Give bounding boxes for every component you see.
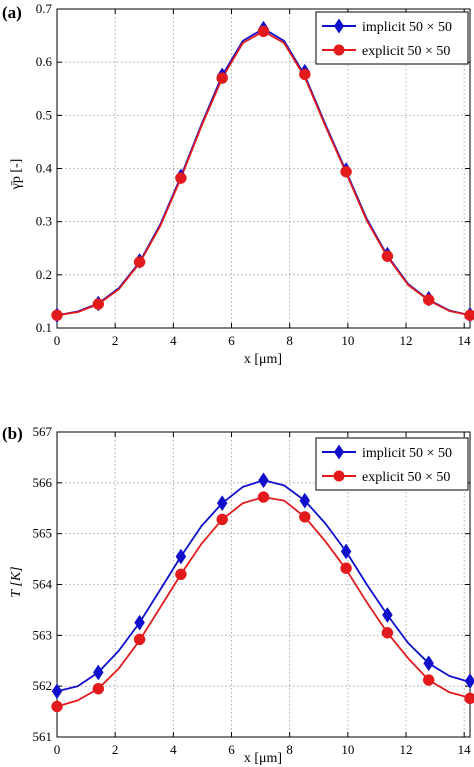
data-point-explicit: [133, 256, 146, 268]
x-tick-label: 2: [112, 742, 119, 757]
legend-box-a: [315, 11, 469, 65]
data-point-explicit: [340, 165, 352, 178]
legend-b: implicit 50 × 50 explicit 50 × 50: [315, 437, 469, 491]
x-tick-label: 12: [400, 742, 413, 757]
data-point-explicit: [257, 25, 270, 38]
y-tick-label: 0.2: [36, 267, 52, 282]
data-point-implicit: [299, 492, 311, 509]
x-tick-label: 6: [228, 333, 235, 348]
data-point-explicit: [175, 568, 187, 581]
legend-label-implicit-a: implicit 50 × 50: [362, 20, 452, 35]
data-point-explicit: [51, 700, 63, 713]
data-point-implicit: [51, 683, 63, 700]
x-tick-label: 12: [400, 333, 413, 348]
x-tick-label: 14: [458, 333, 472, 348]
y-tick-label: 0.1: [36, 320, 52, 335]
legend-label-explicit-a: explicit 50 × 50: [362, 44, 450, 59]
data-point-explicit: [464, 692, 474, 705]
data-point-implicit: [175, 548, 187, 565]
panel-label-b: (b): [2, 424, 23, 443]
x-tick-label: 0: [54, 742, 61, 757]
data-point-implicit: [258, 472, 269, 489]
y-tick-label: 0.4: [36, 161, 53, 176]
y-tick-label: 561: [33, 729, 53, 744]
data-point-explicit: [51, 309, 63, 321]
data-point-implicit: [464, 673, 474, 690]
series-line-implicit: [56, 479, 471, 693]
legend-marker-diamond-b: [334, 444, 344, 460]
plot-area-b: 0 2 4 6 8 10 12 14 561 562 563 564 565 566 567: [33, 424, 474, 757]
x-tick-label: 4: [170, 333, 177, 348]
data-point-explicit: [340, 562, 352, 574]
data-point-implicit: [92, 664, 104, 681]
data-point-explicit: [216, 72, 228, 84]
data-point-explicit: [299, 511, 311, 523]
data-point-implicit: [423, 655, 435, 672]
legend-label-implicit-b: implicit 50 × 50: [362, 446, 452, 461]
data-point-explicit: [92, 298, 105, 310]
x-axis-label-a: x [μm]: [244, 352, 282, 367]
legend-box-b: [315, 437, 469, 491]
data-point-explicit: [133, 633, 146, 646]
data-point-explicit: [381, 627, 394, 639]
data-point-explicit: [299, 68, 311, 81]
series-line-explicit: [56, 30, 471, 317]
x-axis-label-b: x [μm]: [244, 751, 282, 766]
x-tick-label: 8: [286, 742, 293, 757]
x-tick-label: 10: [341, 333, 354, 348]
data-point-implicit: [340, 543, 352, 560]
x-tick-label: 14: [458, 742, 472, 757]
x-tick-label: 2: [112, 333, 119, 348]
chart-panel-a: (a) x [μm] γ̄p [-] 0 2 4 6 8 10 12 14 0.1 0.2 0.3 0…: [2, 1, 474, 367]
legend-marker-diamond-a: [334, 18, 344, 34]
chart-panel-b: (b) x [μm] T [K] 0 2 4 6 8 10 12 14 561 562 563 564…: [2, 424, 474, 766]
y-tick-label: 0.6: [36, 54, 53, 69]
y-tick-label: 563: [33, 627, 53, 642]
data-point-explicit: [216, 513, 228, 526]
panel-label-a: (a): [2, 3, 22, 22]
data-point-explicit: [464, 309, 474, 321]
x-tick-label: 8: [286, 333, 293, 348]
y-tick-label: 0.7: [36, 1, 53, 16]
y-axis-label-a: γ̄p [-]: [9, 159, 24, 191]
x-tick-label: 4: [170, 742, 177, 757]
data-point-implicit: [216, 495, 228, 512]
legend-a: implicit 50 × 50 explicit 50 × 50: [315, 11, 469, 65]
data-point-implicit: [134, 614, 145, 631]
y-tick-label: 0.5: [36, 107, 52, 122]
x-tick-label: 6: [228, 742, 235, 757]
legend-marker-circle-a: [333, 44, 345, 56]
y-axis-label-b: T [K]: [9, 566, 24, 597]
data-point-explicit: [422, 674, 435, 686]
x-tick-label: 0: [54, 333, 61, 348]
legend-marker-circle-b: [333, 470, 345, 482]
data-point-explicit: [175, 172, 187, 184]
x-tick-label: 10: [341, 742, 354, 757]
y-tick-label: 562: [33, 678, 53, 693]
data-point-explicit: [92, 682, 105, 695]
data-point-explicit: [422, 294, 435, 306]
y-tick-label: 565: [33, 526, 53, 541]
y-tick-label: 567: [33, 424, 53, 439]
y-tick-label: 566: [33, 475, 53, 490]
series-line-implicit: [56, 27, 471, 317]
y-tick-label: 0.3: [36, 214, 52, 229]
data-point-explicit: [257, 491, 270, 503]
series-line-explicit: [56, 496, 471, 708]
data-point-explicit: [381, 250, 394, 262]
y-tick-label: 564: [33, 577, 53, 592]
legend-label-explicit-b: explicit 50 × 50: [362, 470, 450, 485]
data-point-implicit: [382, 607, 393, 623]
